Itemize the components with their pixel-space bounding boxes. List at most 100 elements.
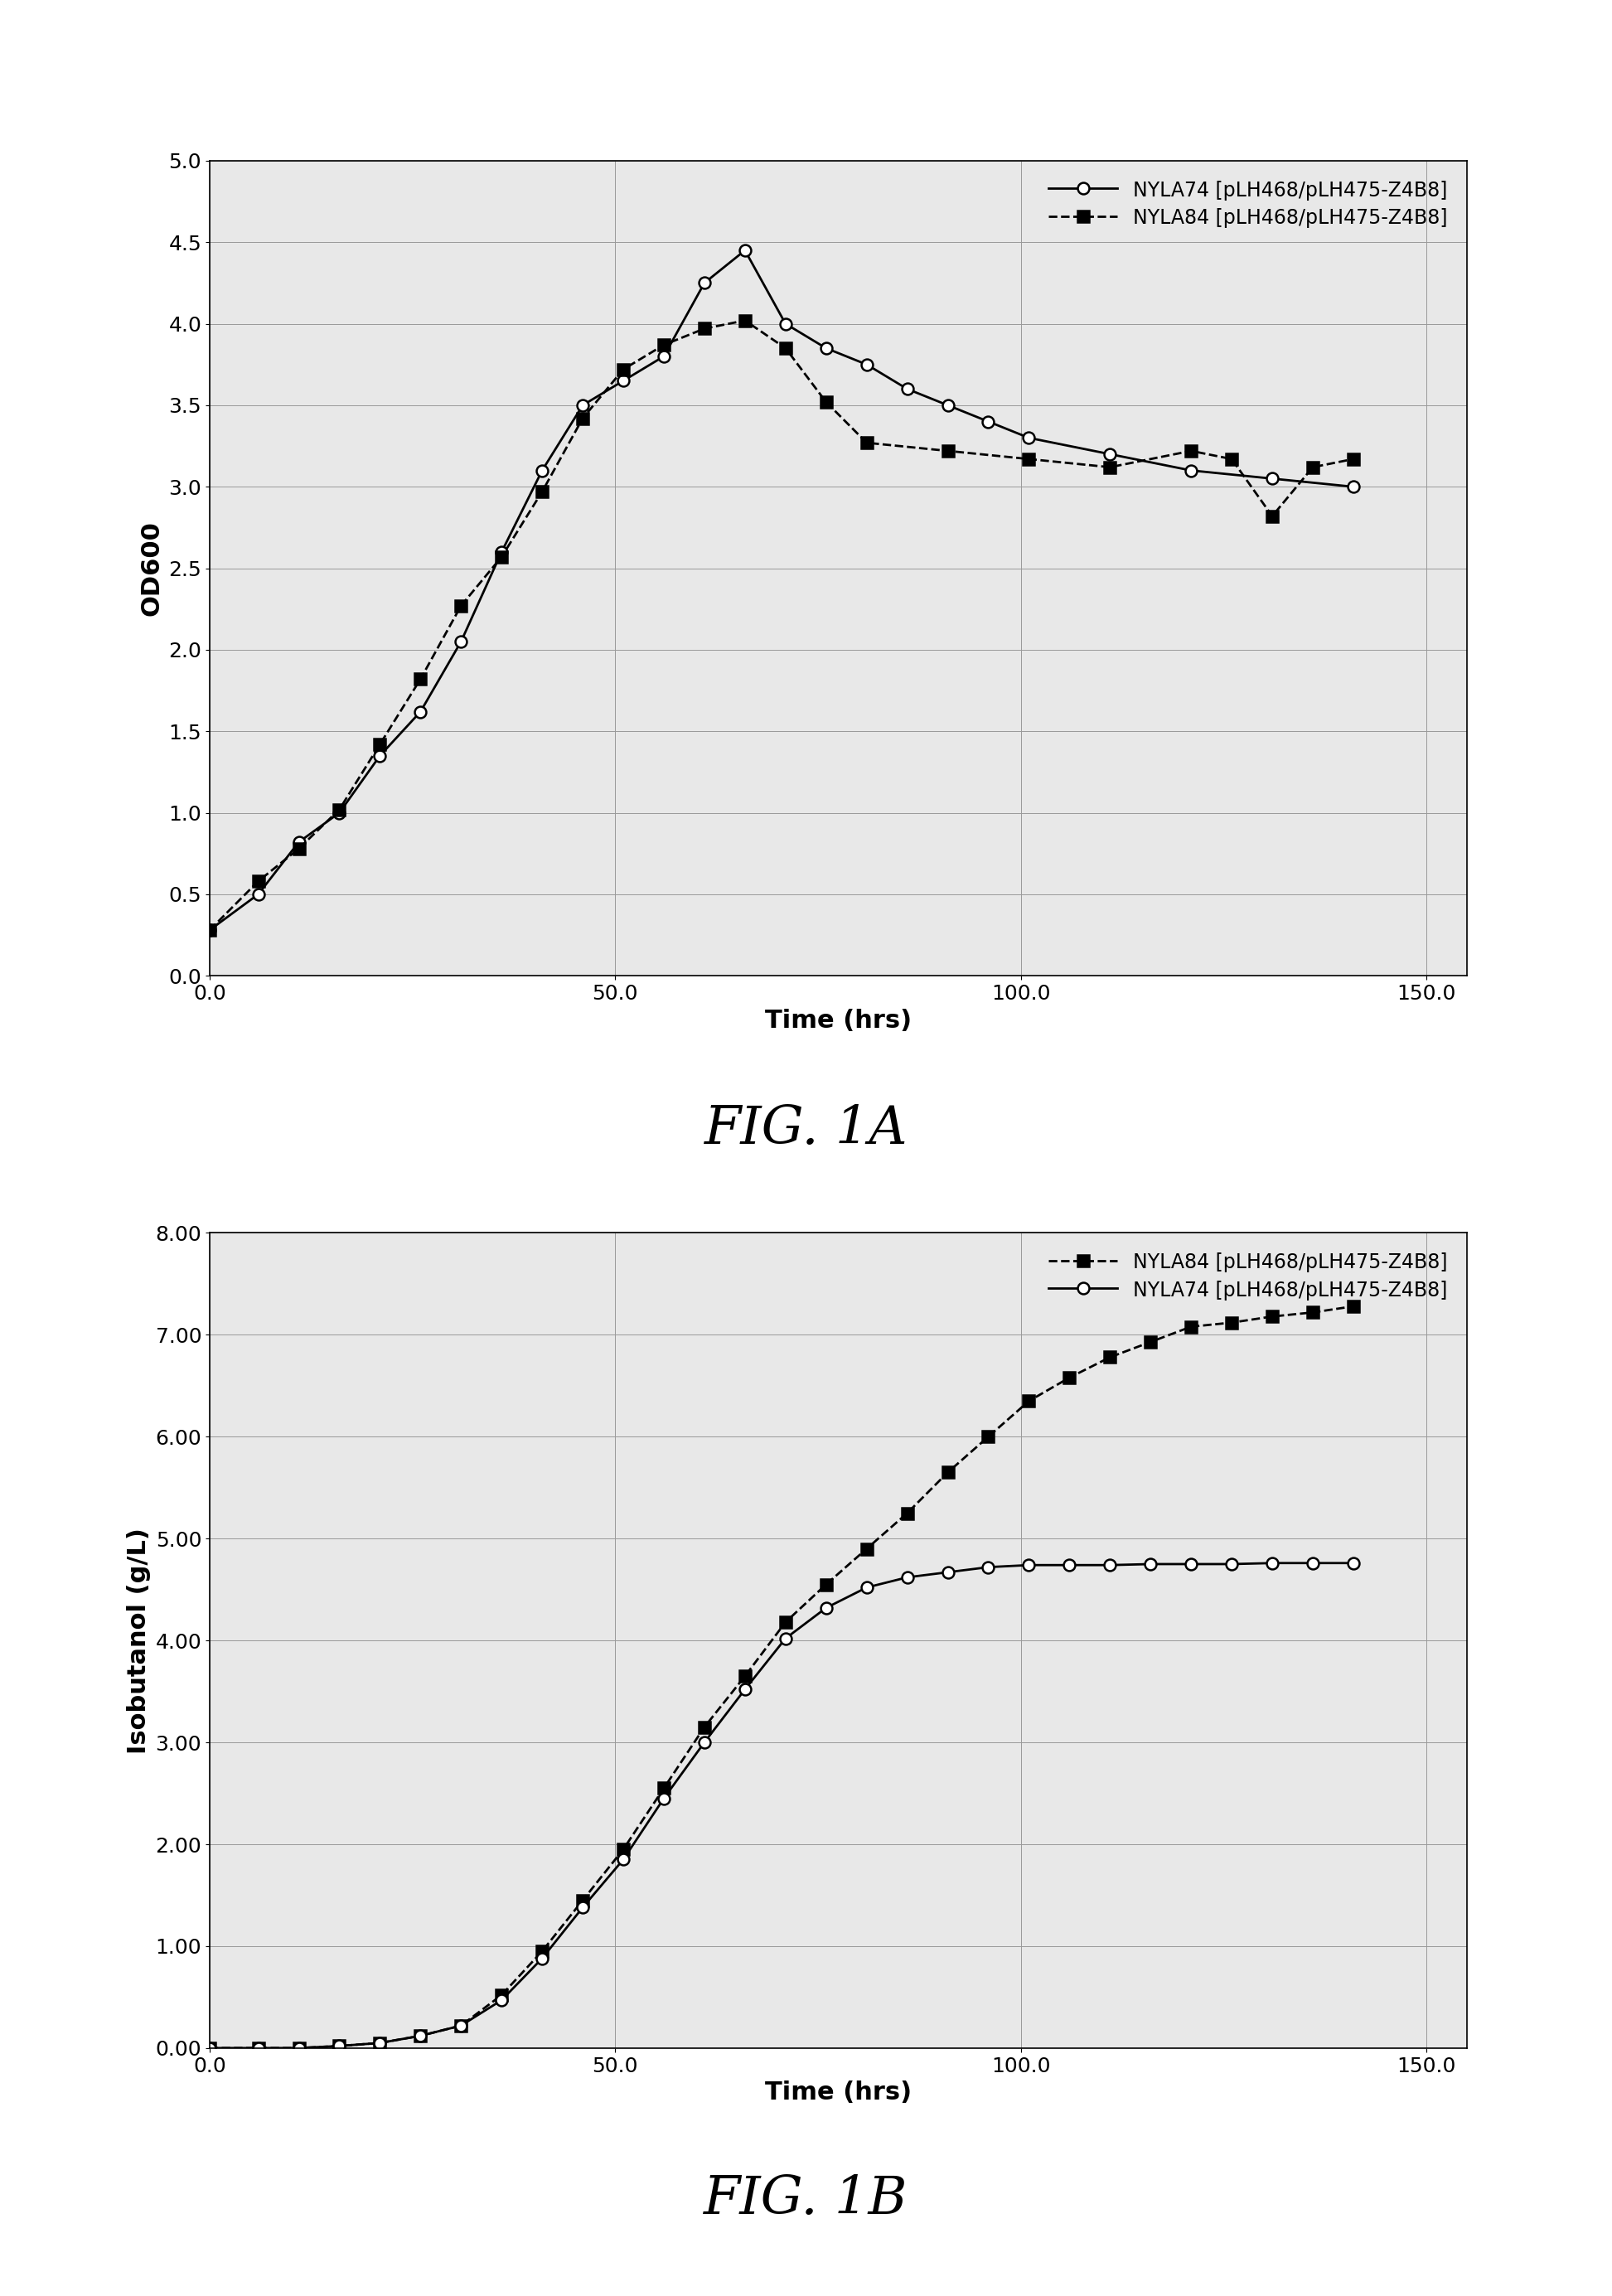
NYLA74 [pLH468/pLH475-Z4B8] bbox=[775, 310, 795, 338]
NYLA84 [pLH468/pLH475-Z4B8] bbox=[1344, 1293, 1364, 1320]
NYLA74 [pLH468/pLH475-Z4B8] bbox=[978, 1554, 998, 1582]
NYLA84 [pLH468/pLH475-Z4B8] bbox=[1344, 445, 1364, 473]
NYLA84 [pLH468/pLH475-Z4B8] bbox=[695, 315, 714, 342]
NYLA74 [pLH468/pLH475-Z4B8] bbox=[248, 882, 268, 909]
NYLA74 [pLH468/pLH475-Z4B8] bbox=[898, 1564, 917, 1591]
Legend: NYLA74 [pLH468/pLH475-Z4B8], NYLA84 [pLH468/pLH475-Z4B8]: NYLA74 [pLH468/pLH475-Z4B8], NYLA84 [pLH… bbox=[1038, 170, 1457, 239]
NYLA84 [pLH468/pLH475-Z4B8] bbox=[289, 2034, 308, 2062]
NYLA74 [pLH468/pLH475-Z4B8] bbox=[695, 269, 714, 296]
NYLA84 [pLH468/pLH475-Z4B8] bbox=[775, 1609, 795, 1637]
X-axis label: Time (hrs): Time (hrs) bbox=[764, 1008, 912, 1033]
NYLA74 [pLH468/pLH475-Z4B8] bbox=[1222, 1550, 1241, 1577]
NYLA84 [pLH468/pLH475-Z4B8] bbox=[200, 916, 219, 944]
NYLA74 [pLH468/pLH475-Z4B8] bbox=[1182, 1550, 1201, 1577]
NYLA84 [pLH468/pLH475-Z4B8] bbox=[1222, 445, 1241, 473]
NYLA84 [pLH468/pLH475-Z4B8] bbox=[1019, 1387, 1038, 1414]
NYLA74 [pLH468/pLH475-Z4B8] bbox=[371, 2030, 390, 2057]
NYLA74 [pLH468/pLH475-Z4B8] bbox=[289, 2034, 308, 2062]
NYLA74 [pLH468/pLH475-Z4B8] bbox=[978, 409, 998, 436]
NYLA74 [pLH468/pLH475-Z4B8] bbox=[289, 829, 308, 856]
NYLA84 [pLH468/pLH475-Z4B8] bbox=[289, 836, 308, 863]
NYLA84 [pLH468/pLH475-Z4B8] bbox=[1182, 1313, 1201, 1341]
NYLA74 [pLH468/pLH475-Z4B8] bbox=[492, 1986, 511, 2014]
NYLA74 [pLH468/pLH475-Z4B8] bbox=[614, 1846, 634, 1874]
NYLA74 [pLH468/pLH475-Z4B8] bbox=[614, 367, 634, 395]
NYLA84 [pLH468/pLH475-Z4B8] bbox=[1141, 1327, 1161, 1355]
NYLA74 [pLH468/pLH475-Z4B8] bbox=[1141, 1550, 1161, 1577]
NYLA84 [pLH468/pLH475-Z4B8] bbox=[938, 1458, 958, 1486]
NYLA84 [pLH468/pLH475-Z4B8] bbox=[1222, 1309, 1241, 1336]
NYLA84 [pLH468/pLH475-Z4B8] bbox=[330, 797, 350, 824]
NYLA74 [pLH468/pLH475-Z4B8] bbox=[816, 335, 835, 363]
NYLA84 [pLH468/pLH475-Z4B8] bbox=[816, 388, 835, 416]
NYLA74 [pLH468/pLH475-Z4B8] bbox=[735, 236, 754, 264]
NYLA84 [pLH468/pLH475-Z4B8] bbox=[532, 1938, 551, 1965]
NYLA84 [pLH468/pLH475-Z4B8] bbox=[1059, 1364, 1078, 1391]
NYLA74 [pLH468/pLH475-Z4B8] bbox=[200, 2034, 219, 2062]
NYLA84 [pLH468/pLH475-Z4B8] bbox=[411, 2023, 430, 2050]
NYLA74 [pLH468/pLH475-Z4B8] bbox=[1101, 441, 1120, 468]
NYLA74 [pLH468/pLH475-Z4B8] bbox=[1262, 1550, 1282, 1577]
NYLA74 [pLH468/pLH475-Z4B8] bbox=[532, 1945, 551, 1972]
NYLA84 [pLH468/pLH475-Z4B8] bbox=[735, 308, 754, 335]
NYLA84 [pLH468/pLH475-Z4B8] bbox=[858, 429, 877, 457]
NYLA74 [pLH468/pLH475-Z4B8] bbox=[775, 1626, 795, 1653]
NYLA74 [pLH468/pLH475-Z4B8] bbox=[1344, 1550, 1364, 1577]
NYLA84 [pLH468/pLH475-Z4B8] bbox=[654, 1775, 674, 1802]
NYLA74 [pLH468/pLH475-Z4B8] bbox=[200, 916, 219, 944]
Line: NYLA84 [pLH468/pLH475-Z4B8]: NYLA84 [pLH468/pLH475-Z4B8] bbox=[203, 1300, 1359, 2055]
NYLA84 [pLH468/pLH475-Z4B8] bbox=[816, 1570, 835, 1598]
NYLA84 [pLH468/pLH475-Z4B8] bbox=[858, 1536, 877, 1564]
NYLA74 [pLH468/pLH475-Z4B8] bbox=[330, 799, 350, 827]
Legend: NYLA84 [pLH468/pLH475-Z4B8], NYLA74 [pLH468/pLH475-Z4B8]: NYLA84 [pLH468/pLH475-Z4B8], NYLA74 [pLH… bbox=[1038, 1242, 1457, 1311]
Line: NYLA84 [pLH468/pLH475-Z4B8]: NYLA84 [pLH468/pLH475-Z4B8] bbox=[203, 315, 1359, 937]
NYLA84 [pLH468/pLH475-Z4B8] bbox=[451, 592, 471, 620]
NYLA74 [pLH468/pLH475-Z4B8] bbox=[898, 374, 917, 402]
Line: NYLA74 [pLH468/pLH475-Z4B8]: NYLA74 [pLH468/pLH475-Z4B8] bbox=[203, 1557, 1359, 2055]
NYLA74 [pLH468/pLH475-Z4B8] bbox=[451, 627, 471, 654]
NYLA74 [pLH468/pLH475-Z4B8] bbox=[492, 537, 511, 565]
NYLA84 [pLH468/pLH475-Z4B8] bbox=[654, 331, 674, 358]
NYLA74 [pLH468/pLH475-Z4B8] bbox=[858, 1573, 877, 1600]
Text: FIG. 1A: FIG. 1A bbox=[704, 1104, 908, 1155]
NYLA74 [pLH468/pLH475-Z4B8] bbox=[938, 393, 958, 420]
NYLA74 [pLH468/pLH475-Z4B8] bbox=[816, 1593, 835, 1621]
NYLA84 [pLH468/pLH475-Z4B8] bbox=[695, 1713, 714, 1740]
NYLA74 [pLH468/pLH475-Z4B8] bbox=[248, 2034, 268, 2062]
Y-axis label: Isobutanol (g/L): Isobutanol (g/L) bbox=[127, 1527, 150, 1754]
NYLA74 [pLH468/pLH475-Z4B8] bbox=[1059, 1552, 1078, 1580]
NYLA84 [pLH468/pLH475-Z4B8] bbox=[775, 335, 795, 363]
NYLA84 [pLH468/pLH475-Z4B8] bbox=[1101, 452, 1120, 480]
NYLA74 [pLH468/pLH475-Z4B8] bbox=[572, 393, 592, 420]
X-axis label: Time (hrs): Time (hrs) bbox=[764, 2080, 912, 2105]
NYLA74 [pLH468/pLH475-Z4B8] bbox=[371, 742, 390, 769]
NYLA74 [pLH468/pLH475-Z4B8] bbox=[532, 457, 551, 484]
NYLA84 [pLH468/pLH475-Z4B8] bbox=[330, 2032, 350, 2060]
NYLA74 [pLH468/pLH475-Z4B8] bbox=[411, 698, 430, 726]
NYLA74 [pLH468/pLH475-Z4B8] bbox=[858, 351, 877, 379]
NYLA84 [pLH468/pLH475-Z4B8] bbox=[248, 868, 268, 895]
Y-axis label: OD600: OD600 bbox=[140, 521, 164, 615]
NYLA84 [pLH468/pLH475-Z4B8] bbox=[735, 1662, 754, 1690]
NYLA84 [pLH468/pLH475-Z4B8] bbox=[248, 2034, 268, 2062]
Line: NYLA74 [pLH468/pLH475-Z4B8]: NYLA74 [pLH468/pLH475-Z4B8] bbox=[203, 246, 1359, 937]
NYLA74 [pLH468/pLH475-Z4B8] bbox=[1302, 1550, 1322, 1577]
NYLA84 [pLH468/pLH475-Z4B8] bbox=[614, 1835, 634, 1862]
Text: FIG. 1B: FIG. 1B bbox=[704, 2174, 908, 2225]
NYLA84 [pLH468/pLH475-Z4B8] bbox=[1182, 436, 1201, 464]
NYLA74 [pLH468/pLH475-Z4B8] bbox=[695, 1729, 714, 1756]
NYLA74 [pLH468/pLH475-Z4B8] bbox=[654, 1784, 674, 1812]
NYLA84 [pLH468/pLH475-Z4B8] bbox=[200, 2034, 219, 2062]
NYLA74 [pLH468/pLH475-Z4B8] bbox=[1101, 1552, 1120, 1580]
NYLA74 [pLH468/pLH475-Z4B8] bbox=[1019, 425, 1038, 452]
NYLA84 [pLH468/pLH475-Z4B8] bbox=[572, 404, 592, 432]
NYLA74 [pLH468/pLH475-Z4B8] bbox=[654, 342, 674, 370]
NYLA74 [pLH468/pLH475-Z4B8] bbox=[1344, 473, 1364, 501]
NYLA84 [pLH468/pLH475-Z4B8] bbox=[938, 436, 958, 464]
NYLA84 [pLH468/pLH475-Z4B8] bbox=[1101, 1343, 1120, 1371]
NYLA84 [pLH468/pLH475-Z4B8] bbox=[371, 2030, 390, 2057]
NYLA84 [pLH468/pLH475-Z4B8] bbox=[532, 478, 551, 505]
NYLA84 [pLH468/pLH475-Z4B8] bbox=[1019, 445, 1038, 473]
NYLA84 [pLH468/pLH475-Z4B8] bbox=[1262, 503, 1282, 530]
NYLA84 [pLH468/pLH475-Z4B8] bbox=[898, 1499, 917, 1527]
